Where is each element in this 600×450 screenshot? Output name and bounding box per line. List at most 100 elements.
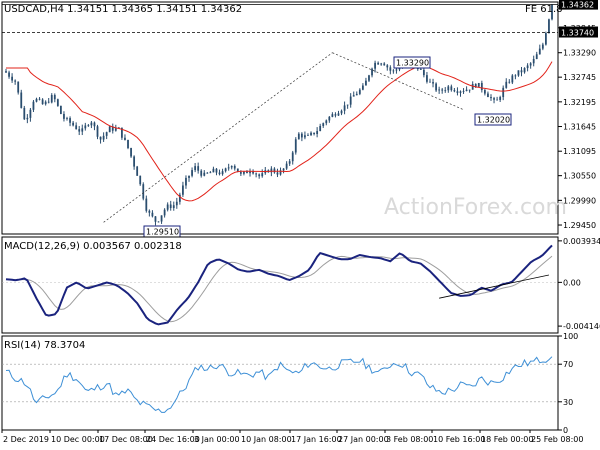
candle-body [551,4,553,20]
candle-body [529,63,532,66]
candle-body [456,91,459,93]
candle-body [517,70,520,76]
candle-body [328,116,331,121]
candle-body [535,54,538,60]
candle-body [334,114,337,116]
candle-body [273,168,276,173]
x-tick-label: 27 Jan 00:00 [338,435,389,444]
candle-body [75,125,78,130]
rsi-header: RSI(14) 78.3704 [4,340,85,351]
rsi-line [5,356,553,413]
y-tick-label: 0.003934 [563,237,600,246]
macd-line [5,244,553,326]
candle-body [297,133,300,140]
candle-body [511,75,514,83]
candle-body [81,128,84,132]
candle-body [66,118,68,119]
candle-body [99,136,102,140]
candle-body [392,70,395,72]
candle-body [11,76,14,81]
candle-body [114,128,117,131]
candle-body [72,122,75,126]
candle-body [343,105,346,111]
candle-body [450,86,453,91]
candle-body [243,171,245,174]
candle-body [285,163,288,169]
watermark: ActionForex.com [384,195,567,220]
candle-body [163,209,166,216]
candle-body [374,62,376,69]
candle-body [422,69,425,76]
candle-body [291,152,294,162]
candle-body [224,168,227,172]
candle-body [316,131,319,135]
candle-body [111,126,114,131]
y-tick-label: 1.30550 [563,172,596,181]
candle-body [310,132,312,136]
projection-line [103,52,333,223]
candle-body [194,166,197,171]
candle-body [358,89,361,94]
candle-body [261,173,264,177]
candle-body [419,69,422,70]
x-tick-label: 25 Feb 08:00 [531,435,583,444]
candle-body [294,139,297,153]
y-tick-label: 0.00 [563,278,581,287]
candle-body [532,59,535,64]
candle-body [84,125,87,129]
candle-body [426,75,428,82]
candle-body [279,170,282,175]
candle-body [325,120,328,124]
y-tick-label: 1.31645 [563,123,596,132]
candle-body [227,167,230,169]
candle-body [499,97,502,100]
swing-label: 1.33290 [396,59,429,68]
candle-body [465,89,468,91]
candle-body [346,104,349,106]
main-chart-panel: 1.338451.332901.327451.321951.316451.310… [1,0,598,238]
candle-body [319,125,322,132]
candle-body [526,65,529,69]
candle-body [50,95,53,103]
macd-header: MACD(12,26,9) 0.003567 0.002318 [4,241,182,252]
candle-body [47,101,50,103]
moving-average-line [6,61,553,202]
candle-body [148,210,151,213]
swing-label: 1.32020 [477,116,510,125]
candle-body [377,62,380,65]
candle-body [282,168,285,171]
candle-body [313,132,315,135]
candle-body [102,135,105,140]
candle-body [188,175,190,178]
candle-body [252,171,254,174]
current-price-box [559,0,598,10]
candle-body [41,99,44,105]
candle-body [200,170,203,176]
level-price-box [559,26,598,38]
candle-body [56,99,59,106]
candle-body [398,68,401,70]
candle-body [157,221,160,223]
x-tick-label: 10 Feb 16:00 [433,435,485,444]
candle-body [35,98,38,102]
rsi-panel: 100 70 30 0 [1,332,578,435]
candle-body [544,33,547,45]
candle-body [218,172,221,175]
candle-body [124,137,126,140]
y-tick-label: 1.32195 [563,98,596,107]
candle-body [23,107,26,120]
candle-body [185,177,187,186]
candle-body [462,90,465,92]
x-tick-label: 18 Feb 00:00 [481,435,533,444]
candle-body [447,86,450,91]
candle-body [432,82,434,84]
candle-body [496,99,498,101]
candle-body [255,173,258,175]
candle-body [441,89,444,91]
current-price-label: 1.34362 [561,1,594,10]
x-tick-label: 10 Jan 08:00 [241,435,292,444]
candle-body [502,87,505,98]
x-tick-label: 10 Dec 00:00 [51,435,105,444]
candle-body [233,166,236,169]
candle-body [239,172,242,174]
